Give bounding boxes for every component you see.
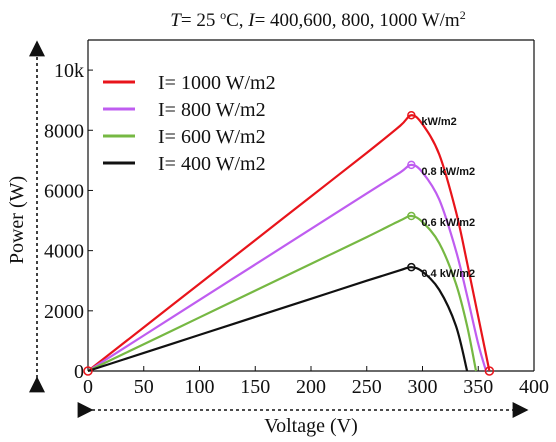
tick-labels: 0 50 100 150 200 250 300 350 4000200040006000800… [44, 60, 549, 398]
mpp-marker [407, 211, 416, 221]
mpp-label: 0.4 kW/m2 [421, 268, 475, 280]
y-axis-label: Power (W) [6, 176, 28, 264]
legend: I= 1000 W/m2 I= 800 W/m2 I= 600 W/m2 I= 400… [103, 72, 276, 175]
x-tick-label: 200 [296, 376, 326, 398]
x-tick-label: 250 [352, 376, 382, 398]
legend-label: I= 1000 W/m2 [158, 72, 276, 94]
legend-label: I= 400 W/m2 [158, 153, 266, 175]
chart-title: T= 25 oC, I= 400,600, 800, 1000 W/m2 [170, 8, 465, 31]
legend-label: I= 800 W/m2 [158, 99, 266, 121]
x-tick-label: 150 [240, 376, 270, 398]
y-tick-label: 8000 [44, 120, 84, 142]
mpp-marker [407, 110, 416, 120]
y-tick-label: 10k [54, 60, 84, 82]
x-tick-label: 0 [83, 376, 93, 398]
x-tick-label: 50 [134, 376, 154, 398]
axes [29, 39, 535, 418]
mpp-marker [407, 160, 416, 170]
series-lines: kW/m2 0.8 kW/m2 0.6 kW/m2 0.4 kW/m2 [83, 110, 495, 376]
series-line [87, 163, 488, 372]
mpp-marker [407, 262, 416, 272]
mpp-label: 0.6 kW/m2 [421, 217, 475, 229]
mpp-label: kW/m2 [421, 116, 456, 128]
x-tick-label: 300 [408, 376, 438, 398]
y-tick-label: 2000 [44, 301, 84, 323]
x-tick-label: 100 [185, 376, 215, 398]
series-line [87, 266, 469, 373]
origin-marker [83, 366, 93, 376]
legend-label: I= 600 W/m2 [158, 126, 266, 148]
y-tick-label: 0 [74, 361, 84, 383]
y-tick-label: 4000 [44, 241, 84, 263]
series-line [87, 114, 491, 372]
series-line [87, 214, 478, 372]
mpp-label: 0.8 kW/m2 [421, 166, 475, 178]
x-tick-label: 400 [519, 376, 549, 398]
voc-marker [484, 366, 495, 376]
y-tick-label: 6000 [44, 180, 84, 202]
x-axis-label: Voltage (V) [264, 415, 358, 437]
x-tick-label: 350 [463, 376, 493, 398]
